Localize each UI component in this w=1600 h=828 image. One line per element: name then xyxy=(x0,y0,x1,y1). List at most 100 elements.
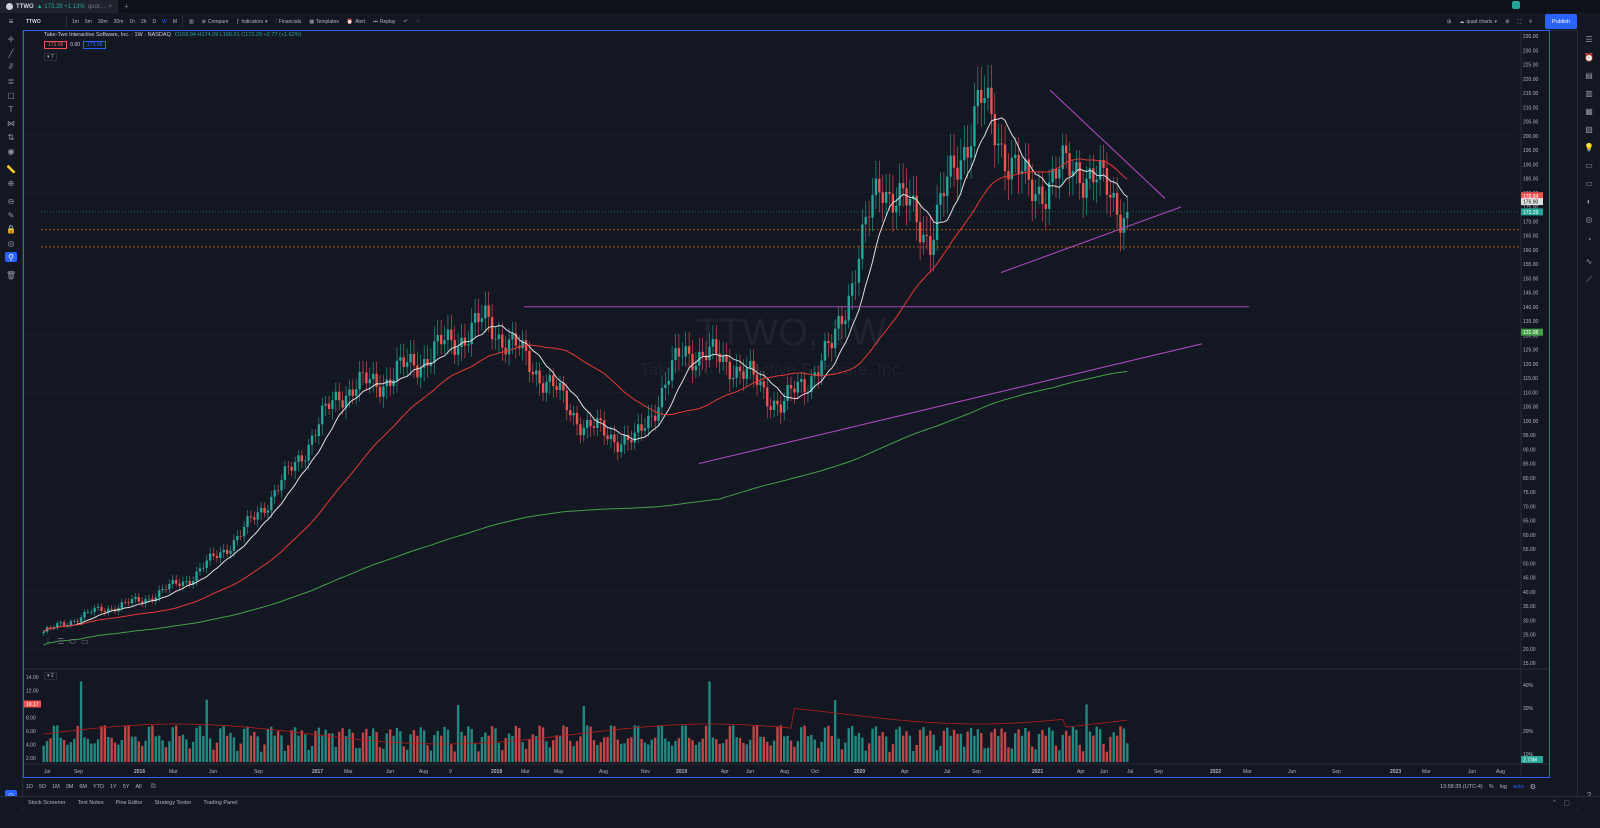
drag-handle-icon[interactable]: ⋮ xyxy=(44,637,52,646)
magnet-icon[interactable]: ⊖ xyxy=(7,196,15,206)
trend-line-icon[interactable]: ╱ xyxy=(8,48,14,58)
settings-button[interactable]: ⚙ xyxy=(1501,13,1513,30)
text-tool-icon[interactable]: T xyxy=(8,104,14,114)
brush-icon[interactable]: ▢ xyxy=(7,90,15,100)
notifications-icon[interactable]: ◐ xyxy=(1586,197,1592,206)
object-tree-icon[interactable]: ⚲ xyxy=(5,252,17,262)
undo-button[interactable]: ↶ xyxy=(399,13,411,30)
watchlist-icon[interactable]: ☰ xyxy=(1585,35,1593,44)
menu-button[interactable]: ≡ xyxy=(0,13,22,30)
range-3m[interactable]: 3M xyxy=(65,783,74,790)
pulse-icon[interactable]: ∿ xyxy=(1585,257,1593,266)
symbol-search-button[interactable]: TTWO xyxy=(26,18,41,25)
compare-button[interactable]: ⊕ Compare xyxy=(198,13,233,30)
auto-toggle[interactable]: auto xyxy=(1513,783,1524,790)
range-1d[interactable]: 1D xyxy=(26,783,34,790)
eye-icon[interactable]: ◉ xyxy=(7,146,15,156)
buy-chip[interactable]: 173.08 xyxy=(83,41,107,49)
help-icon[interactable]: ? xyxy=(1583,790,1595,801)
stay-drawing-icon[interactable]: ✎ xyxy=(7,210,15,220)
order-icon[interactable]: ◔ xyxy=(1586,235,1592,244)
interval-2[interactable]: 30m xyxy=(97,18,108,25)
rectangle-icon[interactable]: ▭ xyxy=(81,637,89,646)
fib-icon[interactable]: ≣ xyxy=(7,76,15,86)
close-tab-icon[interactable]: × xyxy=(108,3,113,10)
trash-icon[interactable]: 🗑 xyxy=(5,270,17,280)
sell-chip[interactable]: 173.08 xyxy=(44,41,68,49)
interval-4[interactable]: 1h xyxy=(129,18,135,25)
chat-icon[interactable]: ☺ xyxy=(5,790,17,800)
clock-label[interactable]: 13:58:35 (UTC-4) xyxy=(1439,783,1483,790)
chart-type-button[interactable]: ▥ xyxy=(185,13,198,30)
fullscreen-button[interactable]: ⛶ xyxy=(1513,13,1525,30)
interval-3[interactable]: 30m xyxy=(113,18,124,25)
financials-button[interactable]: ⫶ Financials xyxy=(272,13,306,30)
price-chart[interactable]: 235.00230.00225.00220.00215.00210.00205.… xyxy=(24,31,1549,777)
volume-axis-label: 4.00 xyxy=(26,743,36,749)
range-ytd[interactable]: YTD xyxy=(92,783,104,790)
bottom-tab-3[interactable]: Strategy Tester xyxy=(154,800,192,806)
range-1m[interactable]: 1M xyxy=(52,783,60,790)
templates-button[interactable]: ▦ Templates xyxy=(305,13,343,30)
lines-icon[interactable]: ☰ xyxy=(57,637,65,646)
symbol-tab[interactable]: TTWO ▲ 173.29 +1.13% quot… × xyxy=(0,0,119,13)
crosshair-icon[interactable]: ✛ xyxy=(7,34,15,44)
percent-toggle[interactable]: % xyxy=(1488,783,1494,790)
ellipse-icon[interactable]: ⬭ xyxy=(69,637,77,646)
pattern-icon[interactable]: ⋈ xyxy=(7,118,15,128)
volume-bar xyxy=(76,725,79,762)
range-all[interactable]: All xyxy=(135,783,142,790)
bottom-tab-1[interactable]: Text Notes xyxy=(77,800,104,806)
interval-5[interactable]: 2h xyxy=(140,18,147,25)
replay-button[interactable]: ⏮ Replay xyxy=(369,13,399,30)
goto-date-icon[interactable]: ⧉ xyxy=(150,782,156,790)
volume-bar xyxy=(460,731,463,762)
snapshot-button[interactable]: ⌾ xyxy=(1525,13,1536,30)
interval-0[interactable]: 1m xyxy=(72,18,79,25)
prediction-icon[interactable]: ⇅ xyxy=(7,132,15,142)
range-5d[interactable]: 5D xyxy=(39,783,47,790)
chat-bubble-icon[interactable]: ▭ xyxy=(1585,161,1593,170)
interval-7[interactable]: W xyxy=(162,18,167,25)
interval-6[interactable]: D xyxy=(152,18,157,25)
bottom-tab-4[interactable]: Trading Panel xyxy=(203,800,238,806)
lock-icon[interactable]: 🔒 xyxy=(6,224,16,234)
range-1y[interactable]: 1Y xyxy=(109,783,117,790)
range-6m[interactable]: 6M xyxy=(79,783,87,790)
axis-settings-icon[interactable]: ⚙ xyxy=(1529,783,1536,791)
target-icon[interactable]: ◎ xyxy=(1585,215,1593,224)
redo-button[interactable]: ↷ xyxy=(412,13,424,30)
interval-8[interactable]: M xyxy=(172,18,178,25)
layout-name-button[interactable]: ☁ quad charts ▾ xyxy=(1455,13,1501,30)
alerts-clock-icon[interactable]: ⏰ xyxy=(1584,53,1594,62)
pitchfork-icon[interactable]: ⫻ xyxy=(8,62,14,71)
volume-collapse-button[interactable]: ▾ 2 xyxy=(44,672,57,680)
hide-icon[interactable]: ◎ xyxy=(7,238,15,248)
data-window-icon[interactable]: ▤ xyxy=(1585,71,1593,80)
publish-button[interactable]: Publish xyxy=(1544,14,1577,29)
collapse-panel-icon[interactable]: ⌃ xyxy=(1551,800,1558,807)
candle-body xyxy=(1044,204,1047,209)
interval-1[interactable]: 5m xyxy=(84,18,92,25)
indicators-collapse-button[interactable]: ▾ 7 xyxy=(44,53,57,61)
streams-icon[interactable]: ▭ xyxy=(1585,179,1593,188)
layout-select-button[interactable]: ⊞ xyxy=(1443,13,1455,30)
compare-label: Compare xyxy=(207,18,229,25)
ideas-lightbulb-icon[interactable]: 💡 xyxy=(1584,143,1594,152)
maximize-panel-icon[interactable]: ▢ xyxy=(1563,800,1570,807)
calendar-icon[interactable]: ▦ xyxy=(1585,107,1593,116)
range-5y[interactable]: 5Y xyxy=(122,783,130,790)
volume-bar xyxy=(110,737,113,762)
bottom-tab-0[interactable]: Stock Screener xyxy=(28,800,66,806)
ruler-icon[interactable]: 📏 xyxy=(6,164,16,174)
zoom-icon[interactable]: ⊕ xyxy=(7,178,15,188)
trend-icon[interactable]: ⟋ xyxy=(1586,274,1592,284)
new-tab-icon[interactable]: + xyxy=(124,2,129,11)
log-toggle[interactable]: log xyxy=(1499,783,1507,790)
candle-body xyxy=(1068,153,1071,176)
bottom-tab-2[interactable]: Pine Editor xyxy=(115,800,143,806)
indicators-button[interactable]: ƒ Indicators ▾ xyxy=(233,13,272,30)
hotlist-icon[interactable]: ▥ xyxy=(1585,89,1593,98)
news-icon[interactable]: ▧ xyxy=(1585,125,1593,134)
alert-button[interactable]: ⏰ Alert xyxy=(343,13,370,30)
